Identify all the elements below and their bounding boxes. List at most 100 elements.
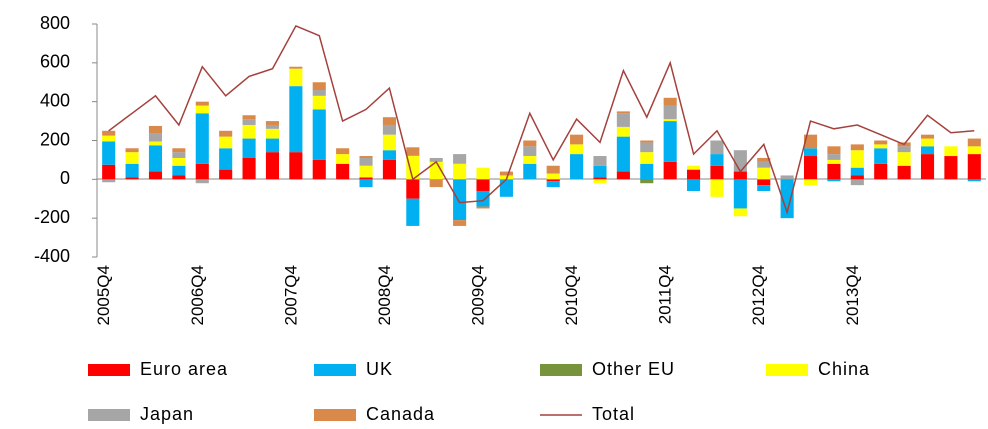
bar-segment [920,154,935,180]
bar-segment [336,154,350,164]
bar-segment [850,179,864,186]
bar-segment [476,206,490,209]
bar-segment [312,159,326,180]
bar-segment [663,121,677,162]
bar-segment [967,146,981,155]
bar-segment [382,124,396,135]
bar-segment [757,179,771,186]
bar-segment [967,138,981,147]
bar-segment [429,157,443,162]
bar-segment [920,146,935,155]
bar-segment [593,165,607,178]
legend-label: UK [366,359,393,379]
bar-segment [523,156,537,164]
bar-segment [920,138,935,147]
bar-segment [312,109,326,160]
bar-segment [827,159,841,164]
bar-segment [172,148,186,153]
bar-segment [920,134,935,139]
bar-segment [733,150,747,172]
bar-segment [616,111,630,114]
bar-segment [523,140,537,147]
bar-segment [640,152,654,164]
bar-segment [219,130,233,137]
bar-segment [827,179,841,182]
bar-segment [733,171,747,180]
bar-segment [125,177,139,180]
bar-segment [757,167,771,180]
bar-segment [499,171,513,176]
bar-segment [265,138,280,153]
bar-segment [850,175,864,180]
bar-segment [640,179,654,184]
bar-segment [336,148,350,155]
bar-segment [780,175,794,180]
bar-segment [897,165,911,180]
bar-segment [570,154,584,180]
x-tick-label: 2009Q4 [468,265,487,326]
bar-segment [406,198,420,226]
bar-segment [803,148,818,157]
bar-segment [593,177,607,180]
bar-segment [406,147,420,156]
x-tick-label: 2013Q4 [843,265,862,326]
legend-swatch [766,364,808,376]
bar-segment [242,138,256,158]
bar-segment [289,66,303,69]
bar-segment [663,97,677,106]
legend-label: Other EU [592,359,675,379]
bar-segment [476,179,490,191]
bar-segment [242,115,256,120]
y-tick-label: 800 [40,13,70,33]
bar-segment [616,126,630,137]
bar-segment [523,146,537,157]
bar-segment [312,90,326,96]
bar-segment [476,167,490,180]
x-tick-label: 2010Q4 [562,265,581,326]
bar-segment [663,105,677,120]
legend-label: Canada [366,404,435,424]
bar-segment [757,185,771,191]
x-tick-label: 2005Q4 [94,265,113,326]
y-tick-label: -200 [34,207,70,227]
bar-segment [453,163,467,180]
bar-segment [312,95,326,110]
bar-segment [523,163,537,180]
bar-segment [453,154,467,164]
bar-segment [359,177,373,180]
bar-segment [382,134,396,151]
legend-label: Euro area [140,359,228,379]
bar-segment [102,135,116,142]
bar-segment [827,146,841,155]
bar-segment [710,179,724,197]
y-tick-label: 200 [40,129,70,149]
bar-segment [172,157,186,166]
bar-segment [897,152,911,166]
bar-segment [593,179,607,184]
bar-segment [499,179,513,197]
legend-swatch [540,364,582,376]
legend-swatch [88,364,130,376]
bar-segment [406,155,420,157]
bar-segment [944,156,958,180]
x-tick-label: 2006Q4 [188,265,207,326]
legend-label: Total [592,404,635,424]
bar-segment [359,165,373,178]
x-tick-label: 2008Q4 [375,265,394,326]
bar-segment [710,140,724,155]
bar-segment [593,156,607,166]
bar-segment [172,165,186,176]
bar-segment [195,101,209,106]
bar-segment [102,130,116,136]
bar-segment [874,163,888,180]
bar-segment [195,105,209,114]
bar-segment [757,161,771,168]
bar-segment [406,156,420,180]
bar-segment [780,179,794,219]
bar-segment [289,152,303,180]
bar-segment [850,167,864,176]
bar-segment [125,152,139,164]
bar-segment [546,181,560,188]
bar-segment [476,190,490,207]
